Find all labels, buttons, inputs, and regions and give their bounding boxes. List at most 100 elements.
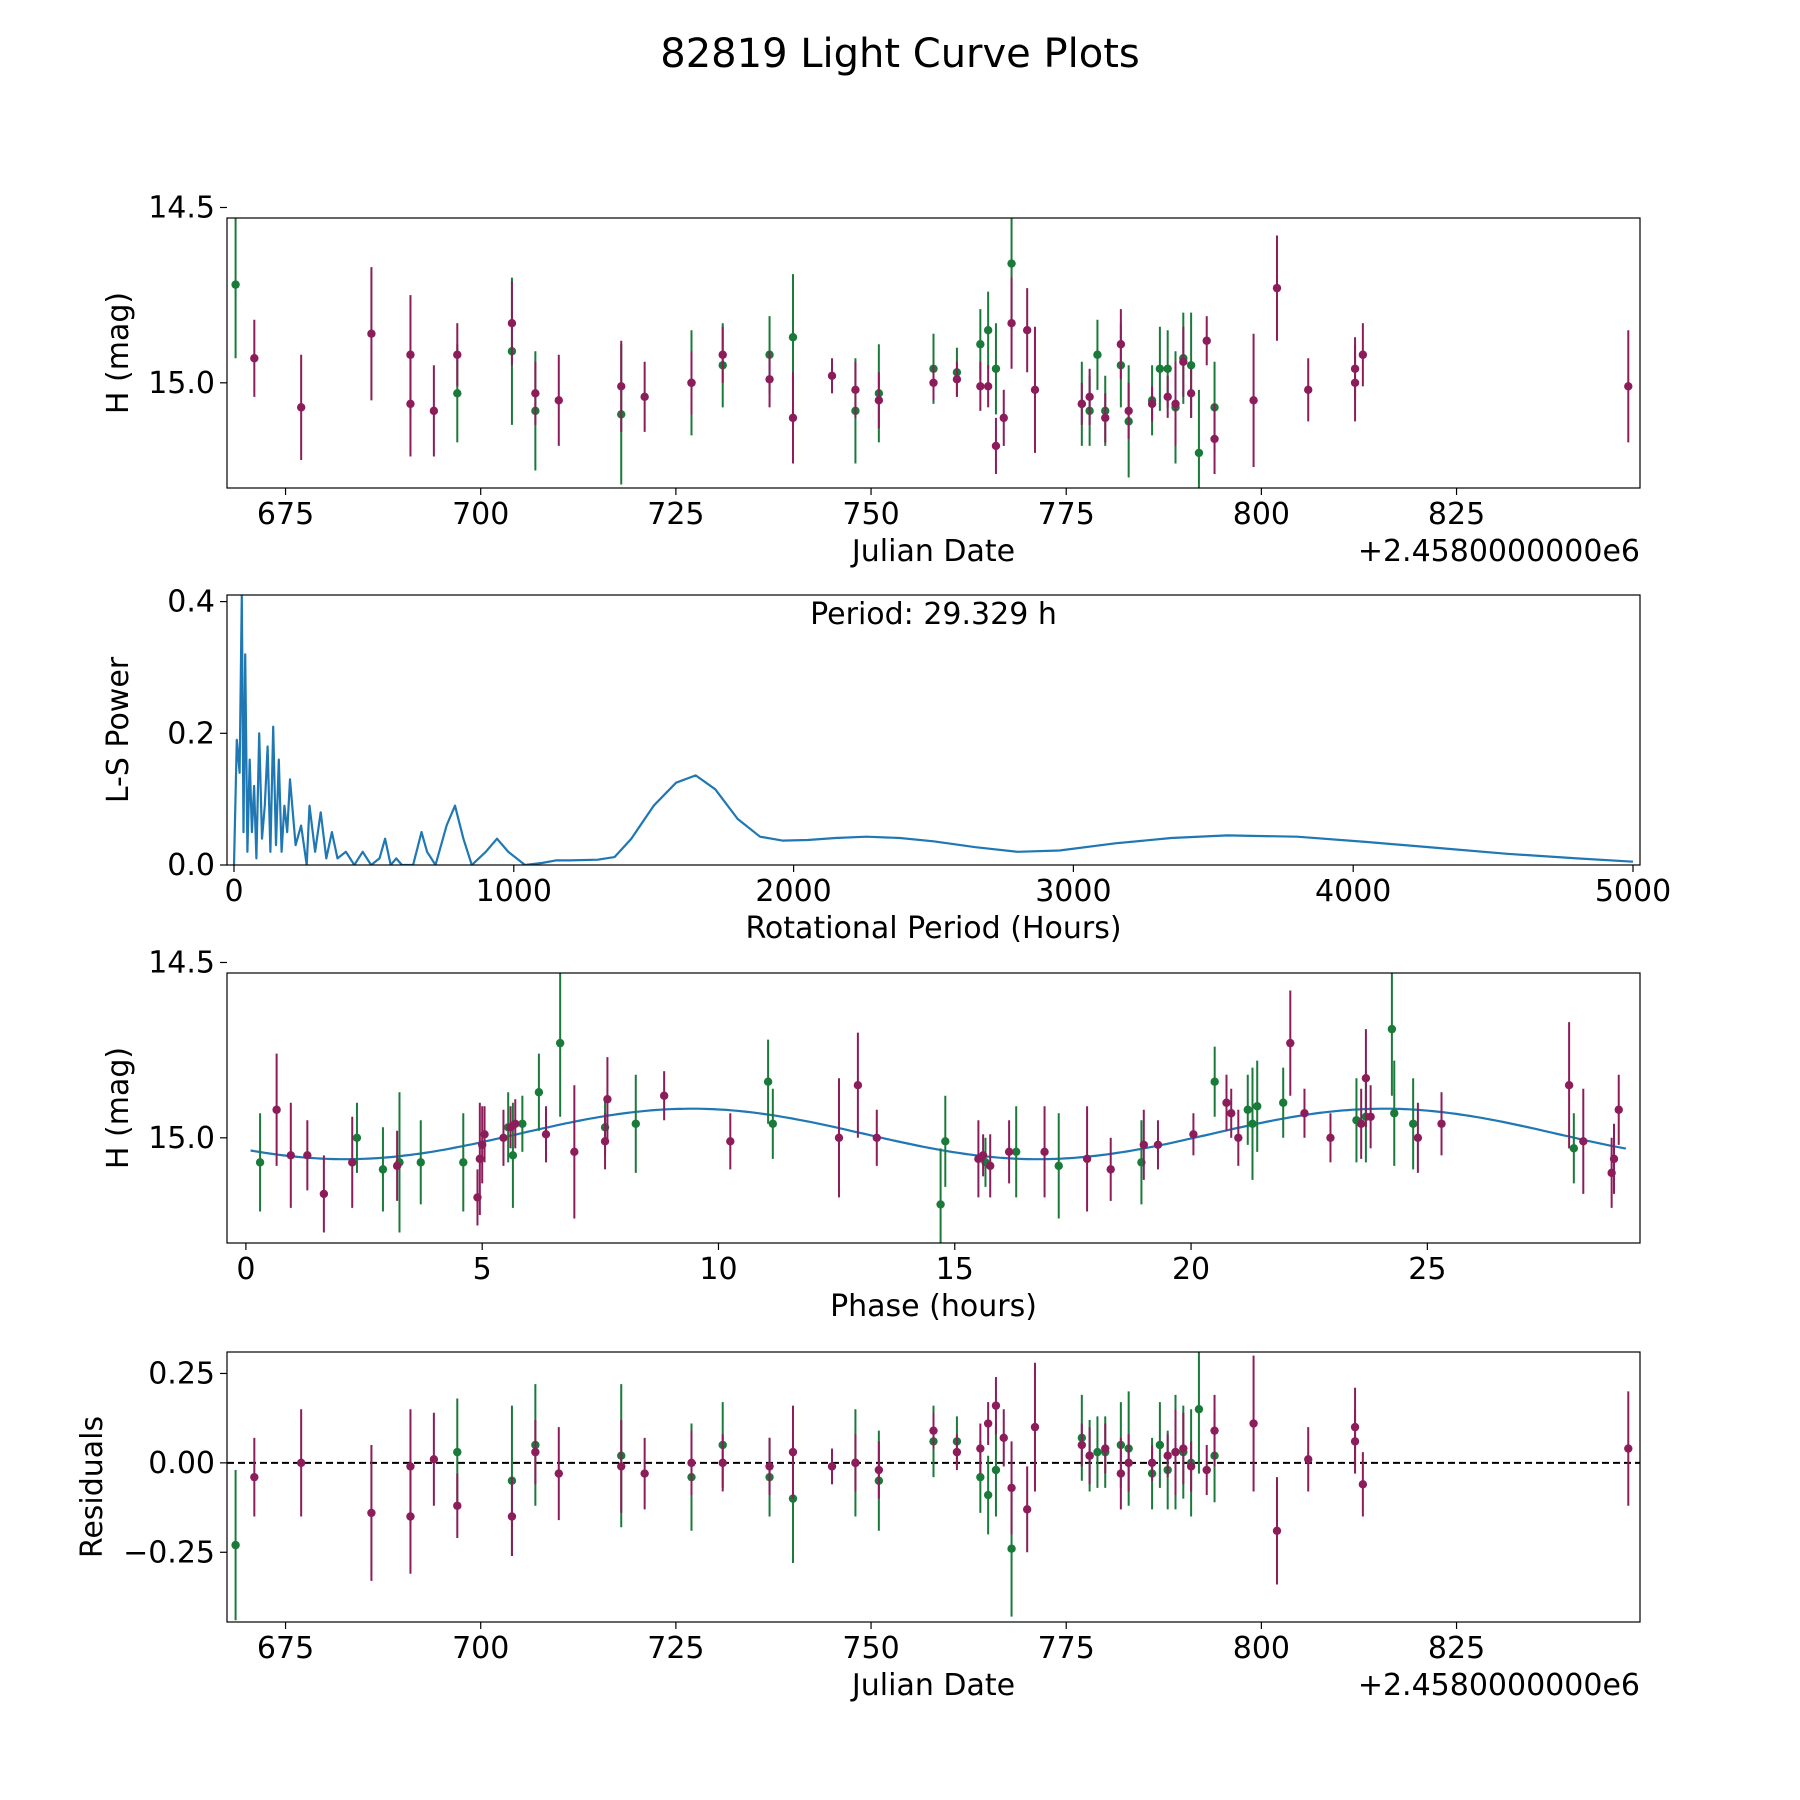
filter-r-point (429, 1455, 439, 1464)
filter-r-point (851, 1458, 860, 1468)
filter-r-point (1350, 1437, 1360, 1446)
x-tick-label: 750 (842, 497, 899, 532)
filter-r-point (983, 1419, 993, 1428)
filter-r-point (554, 1469, 563, 1478)
filter-r-point (1189, 1130, 1198, 1139)
filter-r-point (541, 1130, 551, 1139)
filter-g-point (1155, 364, 1165, 373)
x-axis-label: Julian Date (850, 534, 1015, 569)
filter-r-point (1202, 336, 1211, 345)
filter-g-point (768, 1119, 778, 1128)
filter-r-point (296, 403, 306, 412)
y-tick-label: 14.5 (148, 945, 215, 980)
x-tick-label: 725 (647, 1631, 704, 1666)
filter-r-point (1249, 396, 1258, 405)
filter-g-point (1569, 1144, 1579, 1153)
filter-g-point (1007, 259, 1016, 268)
phase-curve-axes-frame (226, 972, 1641, 1244)
filter-r-point (726, 1137, 735, 1146)
filter-r-point (1272, 283, 1282, 293)
filter-g-point (1210, 1077, 1219, 1086)
filter-r-point (640, 392, 649, 402)
filter-r-point (1234, 1133, 1243, 1143)
filter-r-point (1366, 1112, 1375, 1121)
filter-r-point (1614, 1105, 1623, 1114)
filter-r-point (250, 1472, 259, 1482)
filter-g-point (1253, 1102, 1262, 1111)
filter-r-point (272, 1105, 281, 1114)
filter-g-point (976, 340, 985, 349)
filter-r-point (659, 1091, 669, 1100)
filter-g-point (1408, 1119, 1418, 1128)
filter-g-point (936, 1200, 945, 1209)
filter-r-point (1227, 1109, 1236, 1118)
filter-r-point (788, 413, 798, 423)
filter-g-point (1007, 1544, 1016, 1553)
filter-g-point (352, 1133, 362, 1143)
filter-r-point (1163, 392, 1172, 402)
filter-g-point (1093, 1447, 1102, 1457)
filter-r-point (1624, 1444, 1633, 1453)
filter-g-point (631, 1119, 640, 1128)
filter-g-point (453, 1447, 462, 1457)
fit-model-curve (250, 1107, 1627, 1161)
filter-g-point (255, 1158, 265, 1167)
filter-r-point (1624, 382, 1633, 391)
filter-r-point (603, 1095, 612, 1104)
filter-r-point (1163, 1451, 1172, 1460)
filter-r-point (1101, 413, 1110, 423)
filter-r-point (617, 382, 626, 391)
filter-r-point (480, 1130, 489, 1139)
light-curve-axes-frame (226, 217, 1641, 489)
filter-r-point (406, 350, 415, 359)
filter-r-point (348, 1158, 357, 1167)
y-tick-label: 0.2 (167, 716, 215, 751)
filter-r-point (429, 406, 439, 416)
filter-r-point (367, 329, 376, 338)
x-tick-label: 825 (1428, 1631, 1485, 1666)
periodogram-panel: 0 1000 2000 3000 4000 5000 0.0 0.2 0.4 Rotational… (101, 585, 1671, 946)
x-tick-label: 775 (1038, 497, 1095, 532)
y-tick-label: −0.25 (123, 1535, 215, 1570)
residuals-data (227, 1352, 1640, 1621)
filter-r-point (1124, 406, 1133, 416)
x-axis-label: Phase (hours) (830, 1289, 1037, 1324)
filter-r-point (687, 378, 696, 388)
filter-r-point (531, 389, 540, 398)
filter-g-point (453, 389, 462, 398)
x-tick-label: 3000 (1035, 874, 1111, 909)
y-tick-label: 14.5 (148, 190, 215, 225)
x-tick-label: 675 (257, 1631, 314, 1666)
filter-g-point (1012, 1147, 1021, 1157)
filter-r-point (1186, 1462, 1196, 1471)
x-tick-label: 20 (1172, 1252, 1210, 1287)
x-tick-label: 2000 (755, 874, 831, 909)
filter-r-point (718, 1458, 727, 1468)
filter-r-point (952, 375, 962, 384)
filter-r-point (718, 350, 727, 359)
filter-g-point (508, 1151, 518, 1160)
filter-r-point (531, 1447, 540, 1457)
filter-r-point (853, 1081, 863, 1090)
phase-curve-data (250, 973, 1627, 1243)
filter-r-point (976, 1444, 985, 1453)
filter-r-point (1564, 1081, 1574, 1090)
filter-r-point (1609, 1154, 1619, 1164)
filter-r-point (1222, 1098, 1231, 1107)
light-curve-data (231, 218, 1633, 488)
filter-r-point (687, 1458, 696, 1468)
y-tick-label: 15.0 (148, 366, 215, 401)
filter-g-point (534, 1088, 544, 1097)
light-curve-panel: 675 700 725 750 775 800 825 15.0 14.5 Julian Date… (101, 190, 1641, 569)
filter-g-point (983, 1490, 993, 1500)
filter-r-point (453, 350, 462, 359)
filter-r-point (1030, 1422, 1040, 1432)
filter-r-point (303, 1151, 312, 1160)
x-tick-label: 15 (936, 1252, 974, 1287)
filter-g-point (1279, 1098, 1288, 1107)
x-axis-label: Rotational Period (Hours) (745, 911, 1121, 946)
filter-r-point (851, 385, 860, 395)
filter-g-point (991, 1465, 1001, 1475)
filter-r-point (617, 1462, 626, 1471)
filter-r-point (250, 354, 259, 363)
